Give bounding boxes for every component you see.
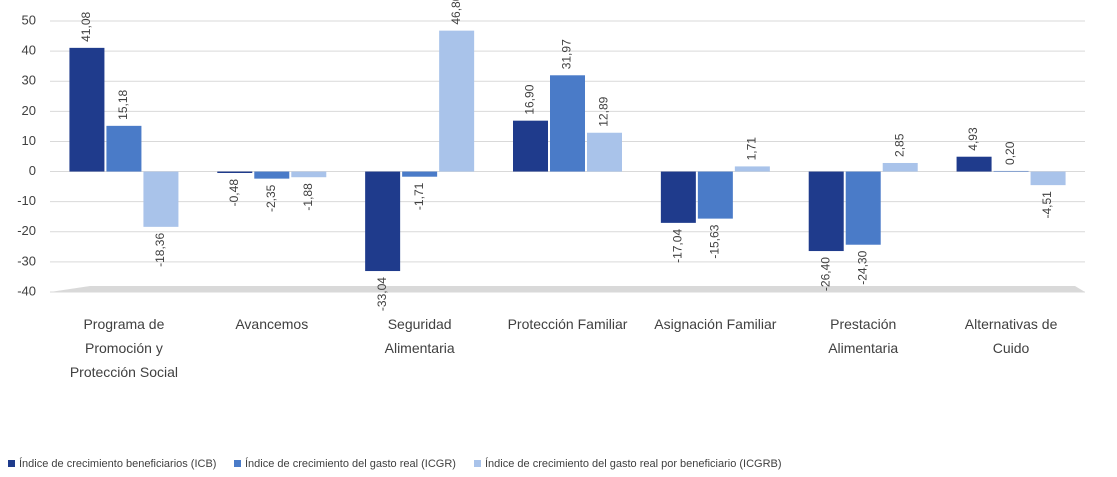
data-label: -15,63 [708, 224, 722, 258]
x-tick-label: Protección Familiar [507, 316, 628, 332]
bar [550, 75, 585, 172]
data-label: -33,04 [375, 277, 389, 311]
bar [845, 171, 881, 245]
data-label: -0,48 [227, 179, 241, 207]
data-label: -4,51 [1040, 191, 1054, 219]
legend-item: Índice de crecimiento del gasto real por… [474, 458, 782, 470]
data-label: 41,08 [79, 12, 93, 42]
data-label: 0,20 [1003, 141, 1017, 165]
bar [69, 47, 105, 172]
data-label: -18,36 [153, 233, 167, 267]
data-label: 46,80 [449, 0, 463, 25]
bar [291, 171, 327, 178]
data-label: -1,88 [301, 183, 315, 211]
x-tick-label: Alternativas de Cuido [964, 316, 1058, 356]
x-tick-label: Prestación Alimentaria [828, 316, 899, 356]
bar [956, 156, 992, 172]
bar [402, 171, 438, 177]
floor [50, 286, 1085, 292]
bar [734, 166, 770, 172]
bar [513, 120, 548, 172]
data-label: -24,30 [855, 250, 869, 284]
legend-label: Índice de crecimiento beneficiarios (ICB… [19, 458, 217, 470]
data-label: 2,85 [892, 133, 906, 157]
data-label: 1,71 [745, 137, 759, 161]
y-tick-label: 30 [22, 73, 36, 88]
y-tick-label: -20 [17, 223, 36, 238]
x-tick-label: Avancemos [235, 316, 309, 332]
data-label: -17,04 [671, 229, 685, 263]
bar [365, 171, 401, 272]
bar [882, 162, 918, 172]
bar [217, 171, 253, 174]
data-label: -1,71 [412, 182, 426, 210]
legend-item: Índice de crecimiento del gasto real (IC… [234, 458, 456, 470]
y-tick-label: 50 [22, 12, 36, 27]
x-tick-label: Seguridad Alimentaria [384, 316, 455, 356]
y-tick-label: 20 [22, 103, 36, 118]
data-label: 12,89 [597, 96, 611, 126]
bar [106, 125, 142, 172]
x-tick-label: Programa de Promoción y Protección Socia… [69, 316, 178, 380]
data-label: 15,18 [116, 89, 130, 119]
y-tick-label: 0 [29, 163, 36, 178]
data-label: -2,35 [264, 184, 278, 212]
bar [660, 171, 696, 223]
bar [254, 171, 290, 179]
legend-swatch [474, 460, 481, 467]
data-label: -26,40 [818, 257, 832, 291]
data-label: 4,93 [966, 127, 980, 151]
y-tick-label: -40 [17, 283, 36, 298]
legend-swatch [234, 460, 241, 467]
bar [439, 30, 475, 172]
y-tick-label: -30 [17, 253, 36, 268]
data-label: 16,90 [523, 84, 537, 114]
legend-item: Índice de crecimiento beneficiarios (ICB… [8, 458, 216, 470]
legend-label: Índice de crecimiento del gasto real por… [485, 458, 782, 470]
bar [587, 132, 622, 172]
bar [697, 171, 733, 219]
legend-label: Índice de crecimiento del gasto real (IC… [245, 458, 456, 470]
legend-swatch [8, 460, 15, 467]
y-tick-label: 40 [22, 43, 36, 58]
y-tick-label: -10 [17, 193, 36, 208]
bar [143, 171, 179, 227]
bar [993, 170, 1029, 172]
y-tick-label: 10 [22, 133, 36, 148]
bar [1030, 171, 1066, 186]
bar [808, 171, 844, 252]
x-tick-label: Asignación Familiar [654, 316, 777, 332]
data-label: 31,97 [560, 39, 574, 69]
